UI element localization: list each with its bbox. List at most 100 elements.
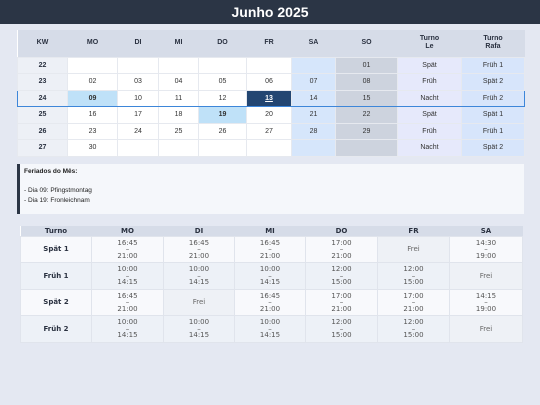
day-cell-do[interactable]: 12	[198, 89, 247, 107]
turno-le-cell: Früh	[397, 73, 462, 91]
turno-le-cell: Früh	[397, 122, 462, 140]
day-cell-do	[198, 139, 247, 157]
turno-rafa-cell: Früh 2	[461, 89, 525, 107]
shift-time-part: 17:00	[403, 291, 424, 300]
turno-rafa-cell: Früh 1	[461, 56, 525, 74]
day-cell-sa	[291, 139, 336, 157]
shift-time-part: 12:00	[331, 265, 352, 273]
holidays-title: Feriados do Mês:	[24, 168, 78, 175]
day-cell-fr[interactable]: 13	[246, 89, 292, 107]
day-cell-di[interactable]: 17	[117, 106, 159, 124]
shift-time-part: 12:00	[403, 265, 424, 273]
day-cell-mo[interactable]: 23	[67, 122, 118, 140]
day-cell-mo[interactable]: 09	[67, 89, 118, 107]
day-cell-fr[interactable]: 27	[246, 122, 292, 140]
shift-time-part: 21:00	[117, 304, 138, 313]
header-do: DO	[198, 30, 247, 57]
calendar-table: KW MO DI MI DO FR SA SO Turno Le Turno R…	[17, 30, 525, 157]
shift-time-part: –	[197, 324, 201, 333]
header-so: SO	[335, 30, 398, 57]
shift-time-part: 10:00	[259, 265, 281, 273]
shift-time-cell: 10:00–14:15	[91, 262, 164, 290]
day-cell-do[interactable]: 05	[198, 73, 247, 91]
shift-time-part: 21:00	[259, 251, 281, 260]
day-cell-mi	[158, 56, 199, 74]
header-kw: KW	[17, 30, 68, 57]
shift-time-part: –	[411, 271, 416, 280]
day-cell-so[interactable]: 15	[335, 89, 398, 107]
holidays-panel: Feriados do Mês: - Dia 09: Pfingstmontag…	[17, 164, 524, 214]
day-cell-so[interactable]: 01	[335, 56, 398, 74]
day-cell-so[interactable]: 29	[335, 122, 398, 140]
day-cell-di[interactable]: 24	[117, 122, 159, 140]
shift-time-part: –	[125, 245, 130, 253]
shift-time-part: –	[268, 324, 272, 333]
header-turno-le: Turno Le	[397, 30, 462, 57]
holiday-item: - Dia 09: Pfingstmontag	[24, 187, 92, 194]
shift-time-part: 19:00	[475, 251, 497, 260]
day-cell-mi[interactable]: 18	[158, 106, 199, 124]
shift-name: Früh 1	[20, 262, 92, 290]
shift-time-cell: 17:00–21:00	[305, 288, 378, 316]
day-cell-mi[interactable]: 04	[158, 73, 199, 91]
shift-time-part: –	[484, 245, 488, 253]
shift-time-part: –	[411, 324, 416, 333]
header-fr: FR	[246, 30, 292, 57]
day-cell-do[interactable]: 26	[198, 122, 247, 140]
shift-time-cell: 10:00–14:15	[163, 315, 235, 343]
shift-row: Früh 2 10:00–14:15 10:00–14:15 10:00–14:15 1…	[20, 315, 523, 343]
shift-time-cell: 16:45–21:00	[163, 235, 235, 263]
day-cell-mo[interactable]: 30	[67, 139, 118, 157]
shift-time-part: –	[268, 271, 272, 280]
day-cell-so[interactable]: 08	[335, 73, 398, 91]
day-cell-mi[interactable]: 11	[158, 89, 199, 107]
shift-time-part: –	[125, 271, 130, 280]
day-cell-sa[interactable]: 28	[291, 122, 336, 140]
shift-time-part: 21:00	[403, 304, 424, 313]
day-cell-fr[interactable]: 20	[246, 106, 292, 124]
day-cell-sa	[291, 56, 336, 74]
shift-time-part: 21:00	[259, 304, 281, 313]
shift-time-cell: 16:45–21:00	[234, 235, 306, 263]
shift-time-part: –	[339, 298, 344, 306]
calendar-week-row: 25 16 17 18 19 20 21 22 Spät Spät 1	[17, 106, 525, 124]
shift-time-cell: 10:00–14:15	[234, 262, 306, 290]
day-cell-mo[interactable]: 02	[67, 73, 118, 91]
shift-time-part: 10:00	[188, 318, 210, 326]
shift-time-part: 15:00	[403, 331, 424, 339]
week-number: 27	[17, 139, 68, 157]
shift-time-cell: 17:00–21:00	[305, 235, 378, 263]
shift-time-part: 10:00	[188, 265, 210, 273]
shift-time-part: –	[125, 324, 130, 333]
day-cell-mo[interactable]: 16	[67, 106, 118, 124]
shift-time-cell: 10:00–14:15	[234, 315, 306, 343]
day-cell-di[interactable]: 03	[117, 73, 159, 91]
day-cell-di[interactable]: 10	[117, 89, 159, 107]
header-turno-le-label: Turno Le	[419, 35, 440, 51]
week-number: 22	[17, 56, 68, 74]
shift-name: Spät 1	[20, 235, 92, 263]
calendar-week-row: 23 02 03 04 05 06 07 08 Früh Spät 2	[17, 73, 525, 91]
day-cell-mi[interactable]: 25	[158, 122, 199, 140]
shift-off-label: Frei	[407, 245, 420, 253]
day-cell-so	[335, 139, 398, 157]
shift-time-part: 17:00	[331, 291, 352, 300]
day-cell-sa[interactable]: 14	[291, 89, 336, 107]
week-number: 24	[17, 89, 68, 107]
shift-time-part: 14:15	[475, 291, 497, 300]
day-cell-do	[198, 56, 247, 74]
shift-time-cell: 14:15–19:00	[449, 288, 523, 316]
calendar-week-row: 24 09 10 11 12 13 14 15 Nacht Früh 2	[17, 89, 525, 107]
shift-time-cell: Frei	[449, 315, 523, 343]
day-cell-sa[interactable]: 21	[291, 106, 336, 124]
holiday-item: - Dia 19: Fronleichnam	[24, 197, 90, 204]
day-cell-do[interactable]: 19	[198, 106, 247, 124]
day-cell-fr[interactable]: 06	[246, 73, 292, 91]
day-cell-so[interactable]: 22	[335, 106, 398, 124]
shift-time-part: 21:00	[188, 251, 210, 260]
shift-time-part: 15:00	[331, 331, 352, 339]
header-turno-rafa-label: Turno Rafa	[483, 35, 503, 51]
calendar-week-row: 27 30 Nacht Spät 2	[17, 139, 525, 157]
shift-header-mo: MO	[91, 226, 164, 236]
day-cell-sa[interactable]: 07	[291, 73, 336, 91]
